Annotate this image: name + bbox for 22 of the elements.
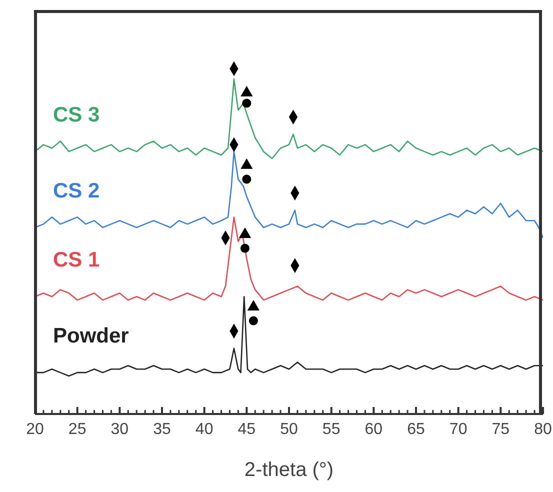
x-tick-label: 25 (68, 421, 86, 438)
x-tick-label: 80 (534, 421, 552, 438)
x-tick-label: 75 (492, 421, 510, 438)
x-axis-title: 2-theta (°) (244, 459, 334, 481)
x-tick-label: 30 (110, 421, 129, 438)
point (240, 244, 250, 253)
x-tick-label: 20 (26, 421, 44, 438)
series-label: CS 2 (53, 180, 100, 203)
series-label: Powder (53, 324, 129, 348)
x-tick-label: 70 (449, 421, 468, 438)
point (248, 316, 258, 326)
point (242, 174, 252, 184)
x-tick-label: 55 (322, 421, 340, 438)
x-tick-label: 60 (364, 421, 383, 438)
series-label: CS 1 (53, 248, 100, 272)
x-tick-label: 45 (238, 421, 256, 438)
series-label: CS 3 (53, 104, 100, 127)
x-tick-label: 35 (153, 421, 171, 438)
x-tick-label: 50 (280, 421, 298, 438)
point (242, 98, 252, 108)
x-tick-label: 40 (195, 421, 214, 438)
x-tick-label: 65 (407, 421, 425, 438)
